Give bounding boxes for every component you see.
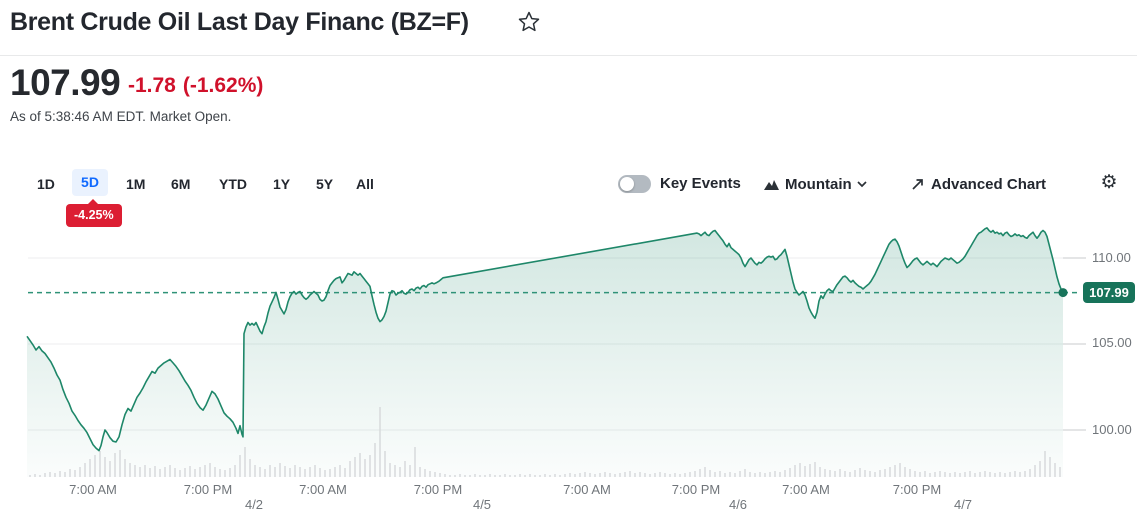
day-label: 4/6 [728,497,748,512]
day-label: 4/2 [244,497,264,512]
x-axis-label: 7:00 PM [671,482,721,497]
page-title: Brent Crude Oil Last Day Financ (BZ=F) [10,8,469,36]
settings-gear-icon[interactable]: ⚙ [1096,170,1122,196]
advanced-chart-button[interactable]: Advanced Chart [910,172,1046,196]
x-axis-label: 7:00 AM [563,482,611,497]
y-axis-label: 110.00 [1092,250,1131,265]
toggle-knob [620,177,634,191]
advanced-chart-label: Advanced Chart [931,175,1047,193]
day-label: 4/5 [472,497,492,512]
x-axis-label: 7:00 PM [413,482,463,497]
expand-arrow-icon [912,178,923,190]
chevron-down-icon [857,180,867,187]
star-icon [518,11,540,31]
x-axis-label: 7:00 AM [782,482,830,497]
price-change: -1.78 (-1.62%) [128,74,263,98]
price-line [26,227,1064,452]
last-price-dot [1058,288,1068,298]
tab-1y[interactable]: 1Y [267,172,296,196]
key-events-label: Key Events [660,175,741,192]
mountain-icon [764,180,779,190]
tab-1d[interactable]: 1D [31,172,61,196]
tab-5d[interactable]: 5D [72,169,108,196]
tab-5y[interactable]: 5Y [310,172,339,196]
x-axis-label: 7:00 PM [892,482,942,497]
current-price-badge: 107.99 [1083,282,1135,303]
header-divider [0,55,1137,56]
chart-area-fill [27,227,1063,477]
day-label: 4/7 [953,497,973,512]
chart-type-button[interactable]: Mountain [763,172,867,196]
current-price: 107.99 [10,62,121,103]
tab-all[interactable]: All [350,172,380,196]
chart-type-label: Mountain [785,175,852,193]
x-axis-label: 7:00 AM [299,482,347,497]
range-change-badge: -4.25% [66,199,122,227]
volume-bars [29,407,1061,477]
x-axis-label: 7:00 PM [183,482,233,497]
favorite-star-button[interactable] [515,9,543,37]
x-axis-label: 7:00 AM [69,482,117,497]
as-of-timestamp: As of 5:38:46 AM EDT. Market Open. [10,109,232,124]
key-events-toggle[interactable] [618,175,651,193]
tab-ytd[interactable]: YTD [213,172,253,196]
change-percent: (-1.62%) [182,74,264,97]
y-axis-label: 100.00 [1092,422,1132,437]
tab-1m[interactable]: 1M [120,172,151,196]
change-value: -1.78 [128,74,176,97]
tab-6m[interactable]: 6M [165,172,196,196]
y-axis-label: 105.00 [1092,335,1132,350]
